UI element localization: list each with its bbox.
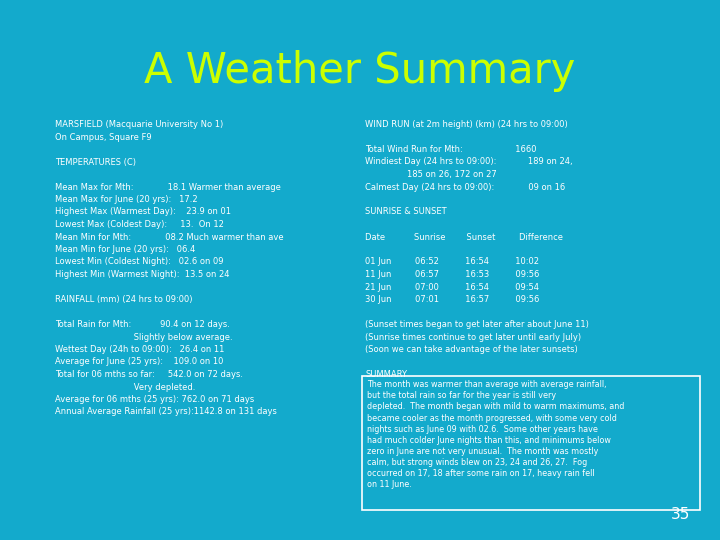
Text: Total Rain for Mth:           90.4 on 12 days.: Total Rain for Mth: 90.4 on 12 days. [55, 320, 230, 329]
Text: Windiest Day (24 hrs to 09:00):            189 on 24,: Windiest Day (24 hrs to 09:00): 189 on 2… [365, 158, 572, 166]
Text: (Sunrise times continue to get later until early July): (Sunrise times continue to get later unt… [365, 333, 581, 341]
Text: Highest Max (Warmest Day):    23.9 on 01: Highest Max (Warmest Day): 23.9 on 01 [55, 207, 231, 217]
Text: (Sunset times began to get later after about June 11): (Sunset times began to get later after a… [365, 320, 589, 329]
Text: SUMMARY: SUMMARY [365, 370, 407, 379]
Text: WIND RUN (at 2m height) (km) (24 hrs to 09:00): WIND RUN (at 2m height) (km) (24 hrs to … [365, 120, 568, 129]
Text: Date           Sunrise        Sunset         Difference: Date Sunrise Sunset Difference [365, 233, 563, 241]
Text: RAINFALL (mm) (24 hrs to 09:00): RAINFALL (mm) (24 hrs to 09:00) [55, 295, 192, 304]
Text: Total for 06 mths so far:     542.0 on 72 days.: Total for 06 mths so far: 542.0 on 72 da… [55, 370, 243, 379]
Text: Highest Min (Warmest Night):  13.5 on 24: Highest Min (Warmest Night): 13.5 on 24 [55, 270, 230, 279]
Text: Mean Min for Mth:             08.2 Much warmer than ave: Mean Min for Mth: 08.2 Much warmer than … [55, 233, 284, 241]
Text: 30 Jun         07:01          16:57          09:56: 30 Jun 07:01 16:57 09:56 [365, 295, 539, 304]
Text: Very depleted.: Very depleted. [55, 382, 195, 392]
Text: Calmest Day (24 hrs to 09:00):             09 on 16: Calmest Day (24 hrs to 09:00): 09 on 16 [365, 183, 565, 192]
Text: 21 Jun         07:00          16:54          09:54: 21 Jun 07:00 16:54 09:54 [365, 282, 539, 292]
Text: Annual Average Rainfall (25 yrs):1142.8 on 131 days: Annual Average Rainfall (25 yrs):1142.8 … [55, 408, 277, 416]
Text: On Campus, Square F9: On Campus, Square F9 [55, 132, 152, 141]
Text: Mean Max for June (20 yrs):   17.2: Mean Max for June (20 yrs): 17.2 [55, 195, 197, 204]
Text: Total Wind Run for Mth:                    1660: Total Wind Run for Mth: 1660 [365, 145, 536, 154]
Text: The month was warmer than average with average rainfall,
but the total rain so f: The month was warmer than average with a… [367, 380, 624, 489]
Text: MARSFIELD (Macquarie University No 1): MARSFIELD (Macquarie University No 1) [55, 120, 223, 129]
Text: (Soon we can take advantage of the later sunsets): (Soon we can take advantage of the later… [365, 345, 577, 354]
Text: 35: 35 [670, 507, 690, 522]
Text: Average for 06 mths (25 yrs): 762.0 on 71 days: Average for 06 mths (25 yrs): 762.0 on 7… [55, 395, 254, 404]
Text: Lowest Min (Coldest Night):   02.6 on 09: Lowest Min (Coldest Night): 02.6 on 09 [55, 258, 223, 267]
Text: Wettest Day (24h to 09:00):   26.4 on 11: Wettest Day (24h to 09:00): 26.4 on 11 [55, 345, 225, 354]
Text: SUNRISE & SUNSET: SUNRISE & SUNSET [365, 207, 446, 217]
Text: Average for June (25 yrs):    109.0 on 10: Average for June (25 yrs): 109.0 on 10 [55, 357, 223, 367]
Text: Mean Max for Mth:             18.1 Warmer than average: Mean Max for Mth: 18.1 Warmer than avera… [55, 183, 281, 192]
Text: TEMPERATURES (C): TEMPERATURES (C) [55, 158, 136, 166]
Text: Slightly below average.: Slightly below average. [55, 333, 233, 341]
Text: 01 Jun         06:52          16:54          10:02: 01 Jun 06:52 16:54 10:02 [365, 258, 539, 267]
Text: Mean Min for June (20 yrs):   06.4: Mean Min for June (20 yrs): 06.4 [55, 245, 195, 254]
Text: Lowest Max (Coldest Day):     13.  On 12: Lowest Max (Coldest Day): 13. On 12 [55, 220, 224, 229]
Text: 185 on 26, 172 on 27: 185 on 26, 172 on 27 [365, 170, 497, 179]
Text: A Weather Summary: A Weather Summary [144, 50, 576, 92]
Text: 11 Jun         06:57          16:53          09:56: 11 Jun 06:57 16:53 09:56 [365, 270, 539, 279]
